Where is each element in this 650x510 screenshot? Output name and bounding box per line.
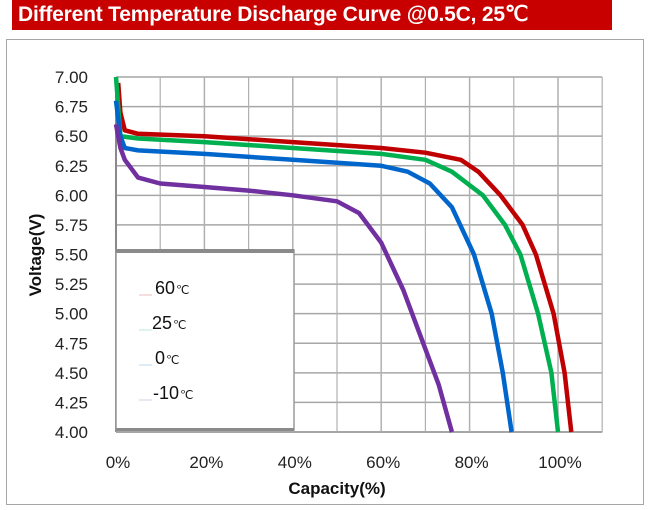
x-axis-ticks: 0% 20% 40% 60% 80% 100% <box>106 453 582 472</box>
series-line-2 <box>113 100 514 433</box>
y-tick-label: 5.00 <box>55 305 88 324</box>
series-lines <box>113 76 574 433</box>
legend: 60℃ 25℃ 0℃ -10℃ <box>115 249 295 431</box>
y-tick-label: 6.75 <box>55 98 88 117</box>
x-tick-label: 100% <box>538 453 581 472</box>
legend-item: -10℃ <box>139 383 194 403</box>
legend-item: 25℃ <box>139 313 187 333</box>
y-axis-ticks: 7.00 6.75 6.50 6.25 6.00 5.75 5.50 5.25 5.00 4.75… <box>55 68 88 442</box>
series-line-0 <box>115 82 574 433</box>
legend-top-border <box>116 249 294 253</box>
chart-frame <box>6 39 644 505</box>
y-tick-label: 7.00 <box>55 68 88 87</box>
legend-item: 0℃ <box>139 348 180 368</box>
x-axis-title: Capacity(%) <box>288 479 385 498</box>
legend-label: 0℃ <box>155 348 180 368</box>
y-tick-label: 4.25 <box>55 393 88 412</box>
y-tick-label: 6.00 <box>55 186 88 205</box>
x-tick-label: 20% <box>189 453 223 472</box>
y-tick-label: 5.50 <box>55 246 88 265</box>
legend-label: 60℃ <box>155 278 190 298</box>
x-tick-label: 80% <box>455 453 489 472</box>
legend-label: 25℃ <box>152 313 187 333</box>
legend-item: 60℃ <box>139 278 190 298</box>
chart-title: Different Temperature Discharge Curve @0… <box>12 0 612 30</box>
x-tick-label: 60% <box>366 453 400 472</box>
y-tick-label: 6.25 <box>55 157 88 176</box>
y-tick-label: 5.75 <box>55 216 88 235</box>
series-line-1 <box>113 76 561 433</box>
y-tick-label: 4.00 <box>55 423 88 442</box>
series-line-3 <box>113 123 455 433</box>
y-axis-title: Voltage(V) <box>26 214 45 297</box>
y-tick-label: 6.50 <box>55 127 88 146</box>
legend-bottom-border <box>116 428 294 431</box>
y-tick-label: 5.25 <box>55 275 88 294</box>
y-tick-label: 4.50 <box>55 364 88 383</box>
x-tick-label: 40% <box>278 453 312 472</box>
y-tick-label: 4.75 <box>55 334 88 353</box>
legend-label: -10℃ <box>153 383 194 403</box>
legend-box <box>115 249 295 431</box>
x-tick-label: 0% <box>106 453 131 472</box>
